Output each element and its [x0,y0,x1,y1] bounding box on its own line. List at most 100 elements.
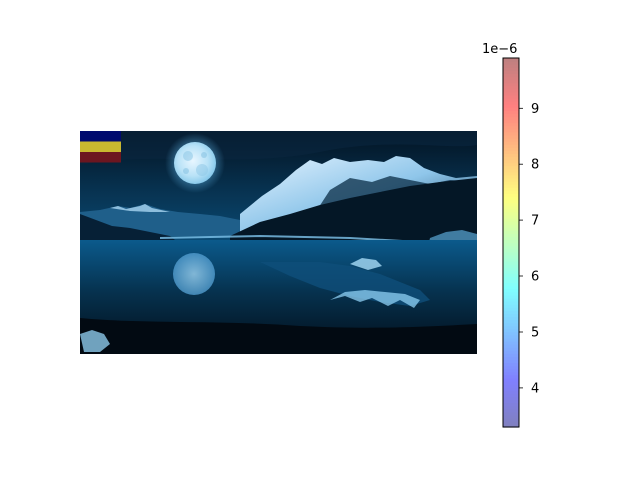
colorbar-segment [503,184,519,188]
colorbar-segment [503,387,519,391]
colorbar-segment [503,396,519,400]
colorbar-segment [503,294,519,299]
colorbar-segment [503,177,519,182]
colorbar-segment [503,104,519,108]
colorbar-segment [503,423,519,428]
colorbar-segment [503,393,519,397]
colorbar-segment [503,248,519,253]
colorbar-ticks: 4 5 6 7 8 9 [519,102,539,396]
colorbar-segment [503,377,519,382]
colorbar-segment [503,113,519,118]
colorbar-segment [503,67,519,71]
colorbar-segment [503,362,519,367]
snow-reflection [330,290,420,308]
colorbar-segment [503,359,519,364]
colorbar-segment [503,356,519,360]
moon-reflection [173,253,215,295]
colorbar-segment [503,94,519,99]
colorbar-segment [503,110,519,114]
colorbar-segment [503,257,519,262]
colorbar-segment [503,331,519,336]
colorbar-segment [503,211,519,216]
colorbar-tick-label: 9 [531,102,539,117]
colorbar-segment [503,371,519,376]
colorbar-segment [503,399,519,403]
colorbar-segment [503,328,519,333]
colorbar-segment [503,307,519,311]
colorbar-segment [503,282,519,287]
colorbar-segment [503,61,519,65]
colorbar-segment [503,242,519,247]
colorbar-segment [503,402,519,407]
overlay-stripe [80,131,121,142]
colorbar-segment [503,273,519,277]
colorbar-frame [502,57,520,428]
foreground-rocks [80,330,110,352]
colorbar-segment [503,408,519,413]
colorbar-segment [503,101,519,105]
image-area [80,131,477,354]
colorbar-segment [503,174,519,179]
colorbar-segment [503,337,519,342]
colorbar-segment [503,70,519,74]
forest-right [230,178,477,240]
colorbar-segment [503,171,519,176]
colorbar-segment [503,251,519,256]
colorbar-segment [503,350,519,354]
colorbar-segment [503,224,519,228]
colorbar-segment [503,285,519,290]
colorbar-segment [503,414,519,419]
colorbar-segment [503,181,519,185]
colorbar-segment [503,236,519,241]
colorbar-segment [503,374,519,379]
colorbar: 4 5 6 7 8 9 1e−6 [482,42,539,428]
colorbar-segment [503,79,519,84]
colorbar-segment [503,73,519,78]
colorbar-segment [503,150,519,154]
colorbar-segment [503,322,519,327]
colorbar-segment [503,313,519,317]
colorbar-segment [503,165,519,170]
colorbar-segment [503,193,519,197]
colorbar-segment [503,276,519,280]
colorbar-segment [503,347,519,351]
colorbar-tick-label: 7 [531,214,539,229]
colorbar-segment [503,340,519,345]
colorbar-segment [503,368,519,373]
colorbar-tick-label: 4 [531,381,539,396]
colorbar-segment [503,227,519,231]
colorbar-segment [503,420,519,425]
colorbar-segment [503,304,519,308]
colorbar-segment [503,147,519,151]
colorbar-segment [503,297,519,302]
colorbar-segment [503,137,519,142]
colorbar-segment [503,156,519,161]
moon-crater [201,152,207,158]
colorbar-tick-label: 6 [531,270,539,285]
colorbar-segment [503,97,519,102]
overlay-stripe [80,152,121,163]
colorbar-segment [503,343,519,348]
colorbar-segment [503,196,519,201]
colorbar-segment [503,220,519,225]
overlay-stripes [80,131,121,163]
colorbar-segment [503,380,519,385]
colorbar-segment [503,217,519,222]
colorbar-segment [503,405,519,410]
colorbar-segment [503,107,519,111]
colorbar-segment [503,76,519,81]
colorbar-segment [503,205,519,210]
colorbar-segment [503,122,519,127]
colorbar-segment [503,325,519,330]
moon-crater [183,151,193,161]
moon-crater [196,164,208,176]
colorbar-segment [503,141,519,145]
colorbar-segment [503,119,519,124]
moon [174,142,216,184]
colorbar-segment [503,144,519,148]
colorbar-segment [503,264,519,268]
colorbar-segment [503,125,519,130]
colorbar-segment [503,383,519,388]
colorbar-segment [503,85,519,90]
